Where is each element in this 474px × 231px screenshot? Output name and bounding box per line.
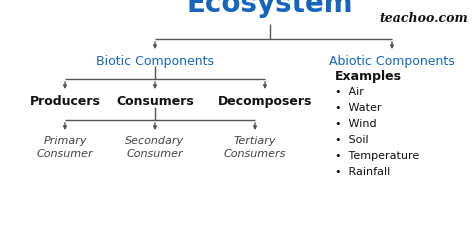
Text: Decomposers: Decomposers	[218, 94, 312, 108]
Text: •  Water: • Water	[335, 103, 382, 112]
Text: Abiotic Components: Abiotic Components	[329, 55, 455, 68]
Text: Ecosystem: Ecosystem	[187, 0, 353, 18]
Text: Consumers: Consumers	[116, 94, 194, 108]
Text: •  Temperature: • Temperature	[335, 150, 419, 160]
Text: •  Wind: • Wind	[335, 119, 377, 128]
Text: Primary
Consumer: Primary Consumer	[36, 135, 93, 158]
Text: •  Air: • Air	[335, 87, 364, 97]
Text: Producers: Producers	[29, 94, 100, 108]
Text: Tertiary
Consumers: Tertiary Consumers	[224, 135, 286, 158]
Text: Secondary
Consumer: Secondary Consumer	[126, 135, 184, 158]
Text: Examples: Examples	[335, 70, 402, 83]
Text: •  Rainfall: • Rainfall	[335, 166, 390, 176]
Text: Biotic Components: Biotic Components	[96, 55, 214, 68]
Text: teachoo.com: teachoo.com	[379, 12, 468, 25]
Text: •  Soil: • Soil	[335, 134, 369, 144]
